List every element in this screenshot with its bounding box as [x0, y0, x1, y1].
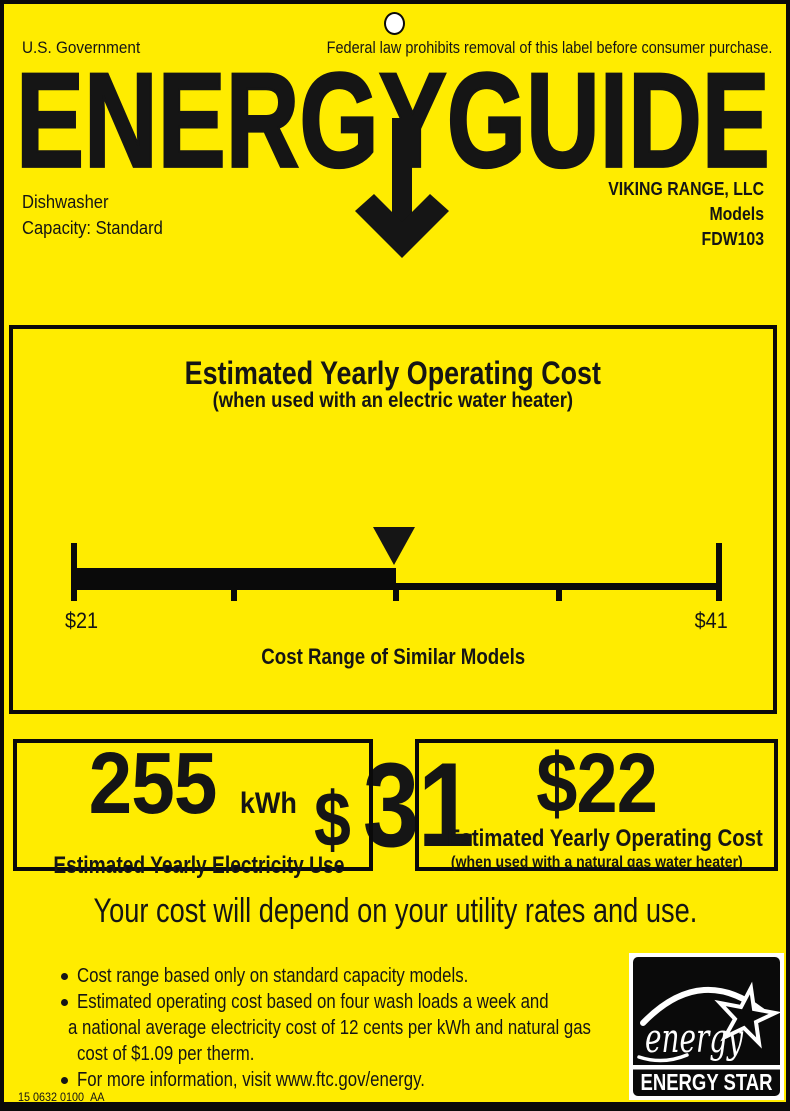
scale-caption: Cost Range of Similar Models: [261, 644, 525, 669]
scale-tick-31: [393, 583, 399, 601]
electricity-use-box: 255 kWh Estimated Yearly Electricity Use: [13, 739, 373, 879]
gas-cost-value: $22: [536, 736, 658, 830]
footnote-line: Estimated operating cost based on four w…: [0, 989, 640, 1015]
cost-marker-triangle: [373, 527, 415, 565]
currency-symbol: $: [313, 775, 351, 863]
energy-script-text: energy: [645, 1016, 744, 1062]
product-block: Dishwasher Capacity: Standard: [22, 189, 175, 241]
scale-tick-26: [231, 583, 237, 601]
product-capacity: Capacity: Standard: [22, 218, 163, 238]
electricity-value: 255: [88, 735, 218, 832]
scale-tick-max: [716, 543, 722, 601]
footnote-line: a national average electricity cost of 1…: [68, 1017, 591, 1039]
gas-cost-box: $22 Estimated Yearly Operating Cost (whe…: [415, 739, 778, 871]
energy-star-divider: [633, 1065, 780, 1070]
operating-cost-box: Estimated Yearly Operating Cost (when us…: [9, 325, 777, 865]
electricity-unit: kWh: [240, 787, 298, 820]
usage-note: Your cost will depend on your utility ra…: [93, 892, 697, 930]
electricity-value-line: 255 kWh: [17, 740, 369, 848]
manufacturer-name: VIKING RANGE, LLC: [608, 179, 764, 199]
energy-star-star-icon: [714, 981, 782, 1049]
manufacturer-block: VIKING RANGE, LLC Models FDW103: [587, 177, 764, 252]
energy-star-mark: energy ENERGY STAR: [633, 957, 782, 1096]
energy-script-swash: [637, 1053, 689, 1063]
energy-star-logo: energy ENERGY STAR: [629, 953, 784, 1100]
gov-text: U.S. Government: [22, 38, 153, 58]
footnote-line: cost of $1.09 per therm.: [77, 1043, 255, 1065]
form-code: 15 0632 0100_AA: [18, 1090, 105, 1104]
electricity-value-group: 255 kWh: [89, 740, 298, 848]
operating-cost-title: Estimated Yearly Operating Cost: [184, 355, 602, 391]
footnote-line: For more information, visit www.ftc.gov/…: [0, 1067, 640, 1093]
gas-heater-subcaption: (when used with a natural gas water heat…: [450, 854, 743, 871]
footnotes: Cost range based only on standard capaci…: [0, 963, 640, 1093]
down-arrow-icon: [355, 118, 449, 258]
scale-tick-36: [556, 583, 562, 601]
gov-text-inner: U.S. Government: [22, 38, 141, 57]
models-label: Models: [709, 204, 764, 224]
gas-cost-caption: Estimated Yearly Operating Cost: [446, 825, 763, 852]
energy-star-wordmark: ENERGY STAR: [641, 1069, 773, 1095]
model-number: FDW103: [701, 229, 764, 249]
scale-min-label: $21: [65, 608, 99, 633]
scale-max-label: $41: [694, 608, 728, 633]
footnote-line: Cost range based only on standard capaci…: [0, 963, 640, 989]
electric-heater-subtitle: (when used with an electric water heater…: [212, 389, 574, 412]
federal-notice-inner: Federal law prohibits removal of this la…: [326, 38, 772, 57]
electricity-caption: Estimated Yearly Electricity Use: [53, 852, 345, 879]
federal-notice: Federal law prohibits removal of this la…: [248, 38, 772, 58]
product-type: Dishwasher: [22, 192, 109, 212]
hang-hole: [384, 12, 405, 35]
